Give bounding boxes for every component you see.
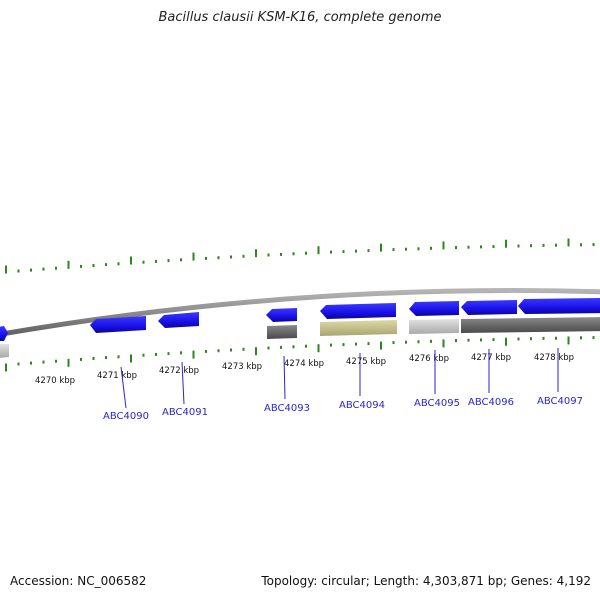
hit-box-left[interactable] bbox=[0, 344, 9, 358]
ruler-label: 4278 kbp bbox=[534, 353, 574, 363]
ruler-label: 4272 kbp bbox=[159, 366, 199, 376]
accession-info: Accession: NC_006582 bbox=[10, 574, 146, 588]
ruler-label: 4271 kbp bbox=[97, 371, 137, 381]
outer-tick-ruler bbox=[5, 238, 595, 274]
ruler-label: 4277 kbp bbox=[471, 353, 511, 363]
gene-label-ABC4094[interactable]: ABC4094 bbox=[339, 400, 385, 411]
length-value: 4,303,871 bp bbox=[422, 574, 503, 588]
length-label: Length: bbox=[373, 574, 420, 588]
genome-backbone bbox=[0, 287, 600, 337]
genes-value: 4,192 bbox=[556, 574, 591, 588]
ruler-label: 4270 kbp bbox=[35, 376, 75, 386]
ruler-label: 4276 kbp bbox=[409, 354, 449, 364]
gene-arrow-ABC4093[interactable] bbox=[266, 308, 297, 322]
gene-label-ABC4097[interactable]: ABC4097 bbox=[537, 396, 583, 407]
hit-box-dark-1[interactable] bbox=[267, 325, 297, 339]
topology-value: circular bbox=[321, 574, 366, 588]
leader-line-ABC4091 bbox=[181, 361, 185, 405]
hit-box-light[interactable] bbox=[409, 319, 459, 334]
map-title: Bacillus clausii KSM-K16, complete genom… bbox=[158, 10, 442, 25]
gene-arrow-ABC4090[interactable] bbox=[90, 316, 146, 333]
leader-line-ABC4090 bbox=[120, 366, 127, 409]
gene-arrow-ABC4095[interactable] bbox=[409, 301, 459, 316]
leader-line-ABC4093 bbox=[283, 355, 286, 400]
hit-box-khaki[interactable] bbox=[320, 320, 397, 336]
ruler-label: 4275 kbp bbox=[346, 357, 386, 367]
position-labels: 4270 kbp 4271 kbp 4272 kbp 4273 kbp 4274… bbox=[35, 353, 574, 386]
ruler-label: 4273 kbp bbox=[222, 362, 262, 372]
topology-label: Topology: bbox=[261, 574, 318, 588]
gene-label-ABC4095[interactable]: ABC4095 bbox=[414, 398, 460, 409]
inner-tick-ruler bbox=[5, 336, 595, 372]
hit-box-dark-2[interactable] bbox=[461, 317, 600, 333]
gene-leader-lines bbox=[120, 348, 559, 409]
gene-arrow-ABC4097[interactable] bbox=[518, 298, 600, 314]
gene-label-ABC4090[interactable]: ABC4090 bbox=[103, 411, 149, 422]
genes-label: Genes: bbox=[510, 574, 553, 588]
gene-label-ABC4096[interactable]: ABC4096 bbox=[468, 397, 514, 408]
gene-arrow-ABC4096[interactable] bbox=[461, 300, 517, 315]
genome-stats: Topology: circular; Length: 4,303,871 bp… bbox=[261, 574, 591, 588]
gene-label-ABC4091[interactable]: ABC4091 bbox=[162, 407, 208, 418]
gene-arrow-0[interactable] bbox=[0, 326, 8, 341]
ruler-label: 4274 kbp bbox=[284, 359, 324, 369]
gene-label-ABC4093[interactable]: ABC4093 bbox=[264, 403, 310, 414]
gene-arrow-ABC4094[interactable] bbox=[320, 303, 396, 319]
accession-label: Accession: bbox=[10, 574, 74, 588]
gene-track bbox=[0, 298, 600, 341]
gene-arrow-ABC4091[interactable] bbox=[158, 312, 199, 328]
accession-value: NC_006582 bbox=[77, 574, 147, 588]
hit-track bbox=[0, 317, 600, 358]
gene-labels: ABC4090 ABC4091 ABC4093 ABC4094 ABC4095 … bbox=[103, 396, 583, 422]
